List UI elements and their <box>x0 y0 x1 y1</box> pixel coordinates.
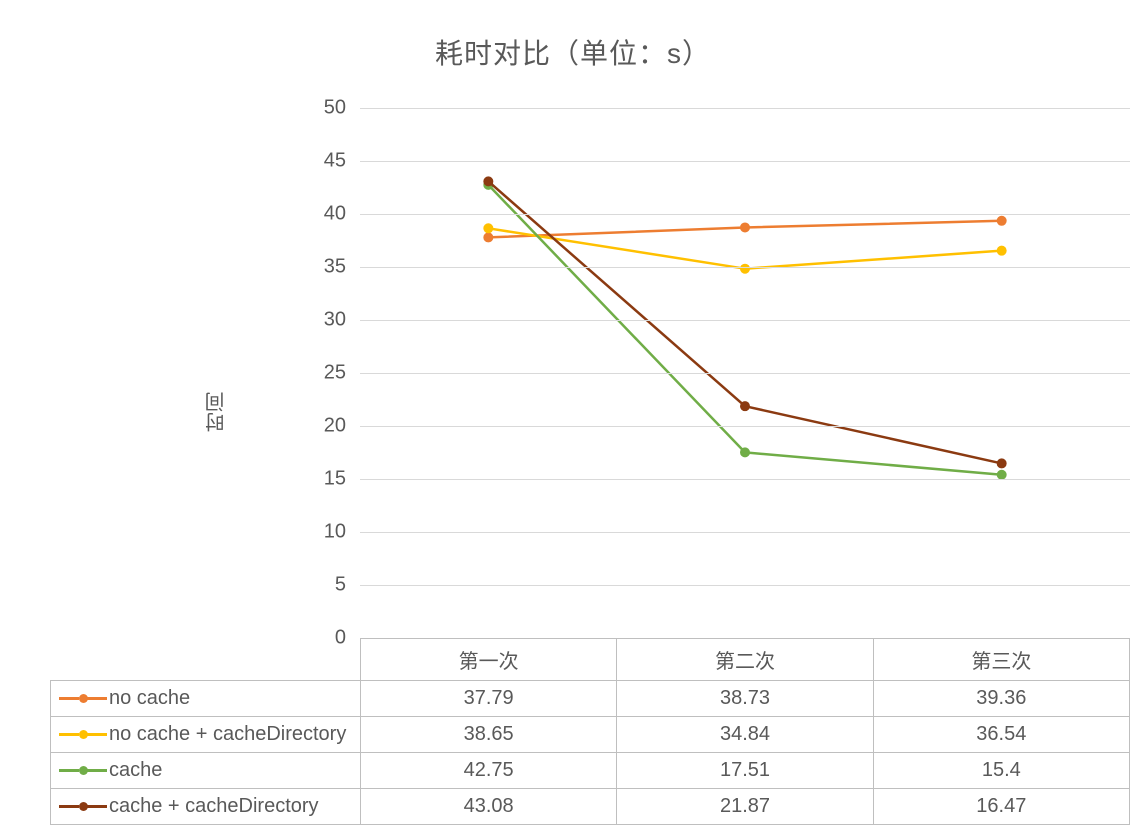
series-marker <box>483 176 493 186</box>
y-tick-label: 45 <box>306 150 346 173</box>
grid-line <box>360 161 1130 162</box>
legend-swatch <box>59 766 107 775</box>
grid-line <box>360 320 1130 321</box>
series-name: cache <box>109 759 162 781</box>
series-value-cell: 16.47 <box>873 789 1129 825</box>
series-value-cell: 43.08 <box>361 789 617 825</box>
series-value-cell: 42.75 <box>361 753 617 789</box>
y-tick-label: 50 <box>306 97 346 120</box>
series-value-cell: 17.51 <box>617 753 873 789</box>
grid-line <box>360 426 1130 427</box>
series-name: no cache <box>109 687 190 709</box>
grid-line <box>360 108 1130 109</box>
series-legend-cell: cache <box>51 753 361 789</box>
series-value-cell: 38.73 <box>617 681 873 717</box>
series-marker <box>997 216 1007 226</box>
table-row: cache + cacheDirectory 43.0821.8716.47 <box>51 789 1130 825</box>
category-header: 第一次 <box>361 639 617 681</box>
y-tick-label: 5 <box>306 574 346 597</box>
grid-line <box>360 585 1130 586</box>
category-header: 第二次 <box>617 639 873 681</box>
legend-swatch <box>59 802 107 811</box>
series-marker <box>997 246 1007 256</box>
chart-container: 耗时对比（单位：s） 时间 05101520253035404550 第一次第二… <box>0 0 1146 824</box>
y-tick-label: 20 <box>306 415 346 438</box>
series-value-cell: 39.36 <box>873 681 1129 717</box>
grid-line <box>360 532 1130 533</box>
series-marker <box>483 223 493 233</box>
series-marker <box>740 264 750 274</box>
legend-swatch <box>59 694 107 703</box>
series-marker <box>997 458 1007 468</box>
category-header: 第三次 <box>873 639 1129 681</box>
y-tick-label: 25 <box>306 362 346 385</box>
y-tick-label: 30 <box>306 309 346 332</box>
table-row: cache 42.7517.5115.4 <box>51 753 1130 789</box>
series-legend-cell: no cache <box>51 681 361 717</box>
series-value-cell: 15.4 <box>873 753 1129 789</box>
y-axis-label: 时间 <box>202 392 231 432</box>
series-value-cell: 34.84 <box>617 717 873 753</box>
grid-line <box>360 214 1130 215</box>
y-tick-label: 15 <box>306 468 346 491</box>
series-legend-cell: cache + cacheDirectory <box>51 789 361 825</box>
table-row: no cache + cacheDirectory 38.6534.8436.54 <box>51 717 1130 753</box>
series-marker <box>483 232 493 242</box>
table-corner-cell <box>51 639 361 681</box>
y-tick-label: 40 <box>306 203 346 226</box>
y-tick-label: 35 <box>306 256 346 279</box>
series-value-cell: 36.54 <box>873 717 1129 753</box>
series-value-cell: 37.79 <box>361 681 617 717</box>
table-header-row: 第一次第二次第三次 <box>51 639 1130 681</box>
legend-swatch <box>59 730 107 739</box>
series-marker <box>740 222 750 232</box>
plot-area: 05101520253035404550 <box>360 108 1130 638</box>
chart-data-table: 第一次第二次第三次no cache37.7938.7339.36no cache… <box>50 638 1130 825</box>
grid-line <box>360 373 1130 374</box>
series-name: cache + cacheDirectory <box>109 795 319 817</box>
grid-line <box>360 479 1130 480</box>
series-value-cell: 38.65 <box>361 717 617 753</box>
chart-title: 耗时对比（单位：s） <box>0 32 1146 72</box>
series-legend-cell: no cache + cacheDirectory <box>51 717 361 753</box>
y-tick-label: 10 <box>306 521 346 544</box>
series-marker <box>740 447 750 457</box>
series-value-cell: 21.87 <box>617 789 873 825</box>
series-marker <box>740 401 750 411</box>
grid-line <box>360 267 1130 268</box>
series-name: no cache + cacheDirectory <box>109 723 346 745</box>
table-row: no cache 37.7938.7339.36 <box>51 681 1130 717</box>
